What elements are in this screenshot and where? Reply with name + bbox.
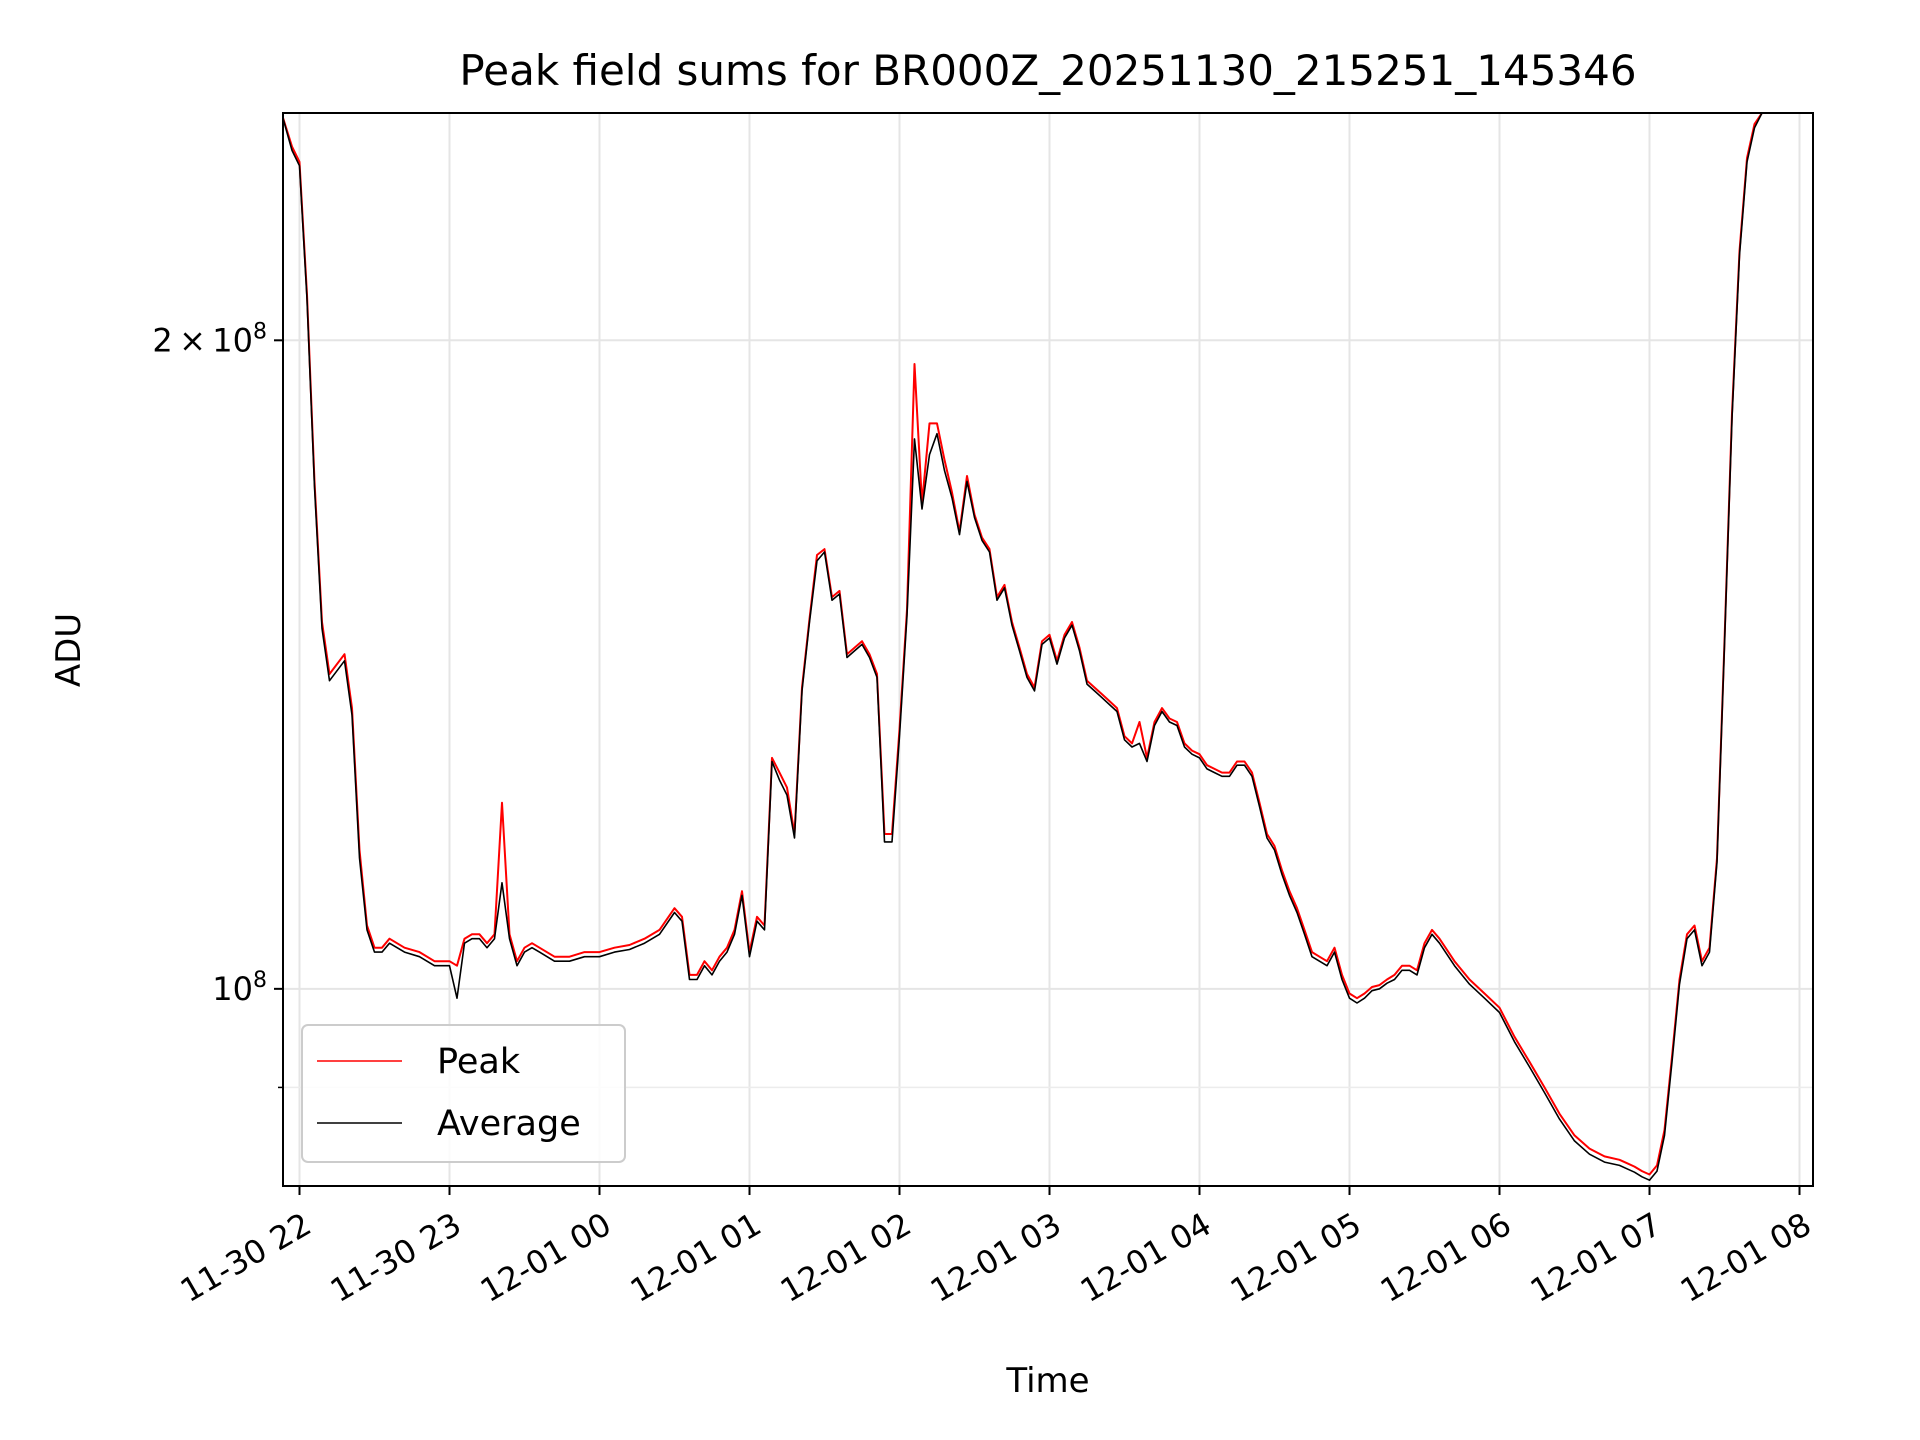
y-tick-label: 2 × 108 (152, 319, 267, 359)
legend-label-average: Average (437, 1104, 581, 1144)
legend-box (301, 1024, 626, 1163)
y-axis-label: ADU (49, 613, 89, 687)
legend-label-peak: Peak (437, 1042, 521, 1082)
plot-frame (282, 112, 1814, 1187)
chart-title: Peak field sums for BR000Z_20251130_2152… (459, 46, 1636, 95)
series-line-average (283, 113, 1770, 1181)
legend: Peak Average (301, 1024, 626, 1163)
grid (283, 113, 1813, 1186)
x-axis-label: Time (1005, 1361, 1089, 1401)
plot-lines (283, 113, 1770, 1181)
y-tick-label: 108 (212, 968, 267, 1008)
y-axis: 2 × 108 108 (152, 319, 283, 1089)
